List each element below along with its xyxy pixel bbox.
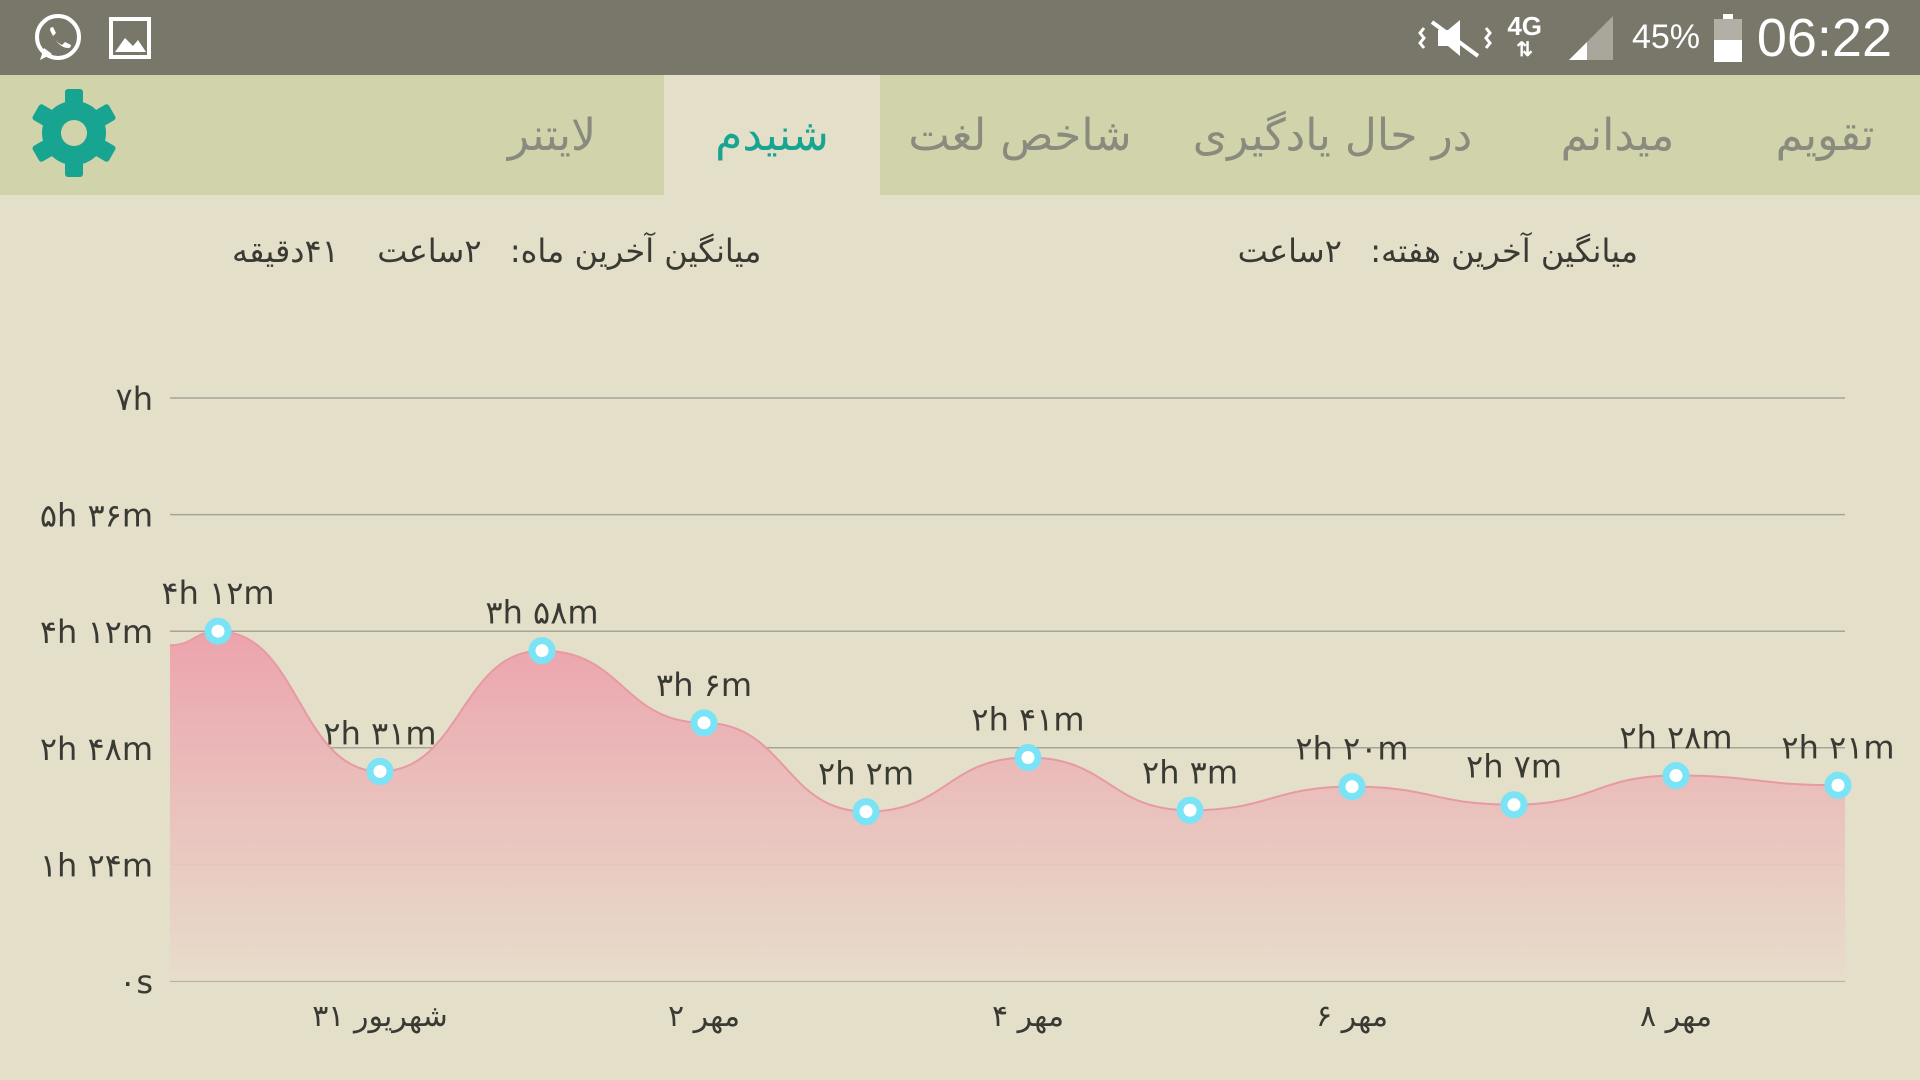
- data-label: ۲h ۲۱m: [1781, 728, 1894, 766]
- monthly-average: میانگین آخرین ماه: ۲ساعت ۴۱دقیقه: [232, 232, 761, 270]
- tab-word-index[interactable]: شاخص لغت: [908, 109, 1132, 161]
- tab-listened[interactable]: شنیدم: [664, 75, 880, 195]
- series-area: [170, 631, 1845, 981]
- battery-percent: 45%: [1631, 18, 1700, 56]
- x-tick-label: ۳۱ شهریور: [312, 999, 448, 1034]
- data-point: [690, 709, 718, 737]
- weekly-average: میانگین آخرین هفته: ۲ساعت: [1238, 232, 1638, 270]
- data-arrows-icon: ⇅: [1516, 38, 1534, 61]
- listening-time-chart: ۰s ۱h ۲۴m ۲h ۴۸m ۴h ۱۲m ۵h ۳۶m ۷h ۴h ۱۲m ۲h ۳۱m…: [40, 380, 1895, 1034]
- x-tick-label: ۸ مهر: [1640, 999, 1712, 1034]
- data-label: ۲h ۲m: [818, 755, 914, 793]
- data-point: [1500, 791, 1528, 819]
- data-point: [1338, 773, 1366, 801]
- weekly-average-label: میانگین آخرین هفته:: [1370, 232, 1638, 270]
- y-tick-label: ۲h ۴۸m: [40, 730, 153, 768]
- data-point: [366, 757, 394, 785]
- data-point: [852, 798, 880, 826]
- y-tick-label: ۱h ۲۴m: [40, 846, 153, 884]
- tab-leitner[interactable]: لایتنر: [507, 109, 597, 161]
- x-tick-label: ۶ مهر: [1316, 999, 1388, 1034]
- y-tick-label: ۷h: [116, 380, 153, 418]
- mute-icon: [1418, 0, 1492, 75]
- data-point: [1662, 762, 1690, 790]
- status-bar: 4G ⇅ 45% 06:22: [0, 0, 1920, 75]
- battery-icon: [1714, 0, 1742, 75]
- tab-known[interactable]: میدانم: [1560, 109, 1675, 161]
- gear-icon: [28, 87, 120, 183]
- signal-icon: [1567, 0, 1615, 75]
- network-4g-icon: 4G ⇅: [1507, 0, 1542, 75]
- settings-button[interactable]: [28, 89, 120, 181]
- data-label: ۲h ۳m: [1142, 753, 1238, 791]
- y-tick-label: ۵h ۳۶m: [40, 497, 153, 535]
- y-tick-label: ۴h ۱۲m: [40, 613, 153, 651]
- data-point: [204, 617, 232, 645]
- series-line: [169, 630, 1845, 813]
- monthly-average-label: میانگین آخرین ماه:: [509, 232, 762, 270]
- weekly-average-value: ۲ساعت: [1237, 232, 1342, 270]
- network-label: 4G: [1507, 10, 1542, 41]
- y-tick-label: ۰s: [119, 963, 153, 1001]
- data-label: ۲h ۲۸m: [1619, 719, 1732, 757]
- x-tick-label: ۴ مهر: [992, 999, 1064, 1034]
- data-point: [528, 637, 556, 665]
- clock: 06:22: [1756, 7, 1892, 68]
- x-tick-label: ۲ مهر: [668, 999, 740, 1034]
- gallery-icon: [108, 0, 152, 75]
- data-label: ۲h ۳۱m: [323, 714, 436, 752]
- whatsapp-icon: [32, 0, 84, 75]
- data-label: ۲h ۴۱m: [971, 701, 1084, 739]
- data-label: ۳h ۵۸m: [485, 594, 598, 632]
- tab-learning[interactable]: در حال یادگیری: [1192, 109, 1473, 161]
- data-point: [1014, 744, 1042, 772]
- data-label: ۲h ۲۰m: [1295, 730, 1408, 768]
- data-label: ۲h ۷m: [1466, 748, 1562, 786]
- tab-calendar[interactable]: تقویم: [1775, 109, 1875, 161]
- data-label: ۴h ۱۲m: [161, 574, 274, 612]
- data-label: ۳h ۶m: [656, 666, 752, 704]
- data-point: [1824, 771, 1852, 799]
- monthly-average-value-extra: ۴۱دقیقه: [232, 232, 339, 270]
- data-point: [1176, 796, 1204, 824]
- monthly-average-value: ۲ساعت: [377, 232, 482, 270]
- tab-bar: تقویم میدانم در حال یادگیری شاخص لغت شنی…: [0, 75, 1920, 195]
